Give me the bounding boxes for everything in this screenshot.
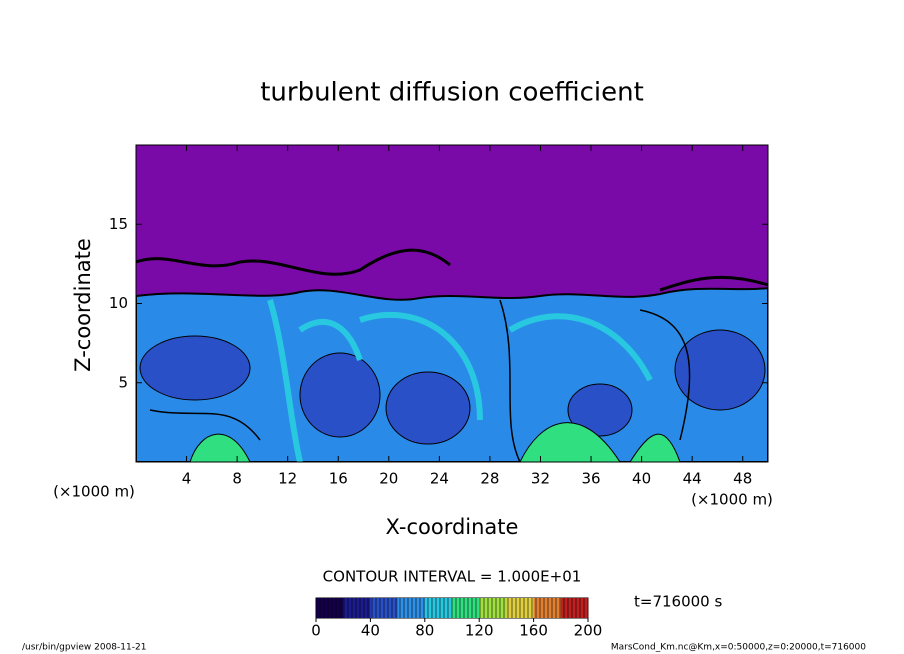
colorbar-tick-label: 160 <box>519 622 548 640</box>
colorbar-swatch <box>316 598 344 618</box>
y-tick-label: 5 <box>118 373 128 391</box>
colorbar-tick-label: 40 <box>361 622 380 640</box>
colorbar-swatch <box>533 598 562 618</box>
x-tick-label: 12 <box>278 470 297 488</box>
x-tick-label: 36 <box>581 470 600 488</box>
x-tick-label: 4 <box>182 470 192 488</box>
colorbar-swatch <box>397 598 426 618</box>
x-tick-label: 8 <box>232 470 242 488</box>
y-tick-label: 10 <box>109 294 128 312</box>
y-axis-label: Z-coordinate <box>71 238 95 372</box>
footer-left: /usr/bin/gpview 2008-11-21 <box>22 643 146 653</box>
footer-right: MarsCond_Km.nc@Km,x=0:50000,z=0:20000,t=… <box>611 643 866 653</box>
contour-field <box>136 145 768 462</box>
time-label: t=716000 s <box>634 593 722 611</box>
x-tick-label: 16 <box>329 470 348 488</box>
chart-title: turbulent diffusion coefficient <box>260 78 644 108</box>
colorbar-swatch <box>424 598 453 618</box>
colorbar-tick-label: 0 <box>311 622 321 640</box>
x-tick-label: 44 <box>683 470 702 488</box>
x-unit: (×1000 m) <box>691 491 773 509</box>
x-tick-label: 32 <box>531 470 550 488</box>
colorbar-swatch <box>343 598 371 618</box>
colorbar-swatch <box>479 598 507 618</box>
x-tick-label: 24 <box>430 470 449 488</box>
colorbar-label: CONTOUR INTERVAL = 1.000E+01 <box>323 568 582 586</box>
colorbar-tick-label: 200 <box>574 622 603 640</box>
x-tick-label: 20 <box>379 470 398 488</box>
x-tick-label: 48 <box>733 470 752 488</box>
y-tick-label: 15 <box>109 215 128 233</box>
x-tick-label: 28 <box>480 470 499 488</box>
colorbar-swatch <box>452 598 480 618</box>
colorbar-swatch <box>560 598 589 618</box>
x-tick-label: 40 <box>632 470 651 488</box>
x-unit: (×1000 m) <box>53 483 135 501</box>
colorbar-tick-label: 120 <box>465 622 494 640</box>
x-axis-label: X-coordinate <box>386 515 519 539</box>
colorbar-tick-label: 80 <box>415 622 434 640</box>
